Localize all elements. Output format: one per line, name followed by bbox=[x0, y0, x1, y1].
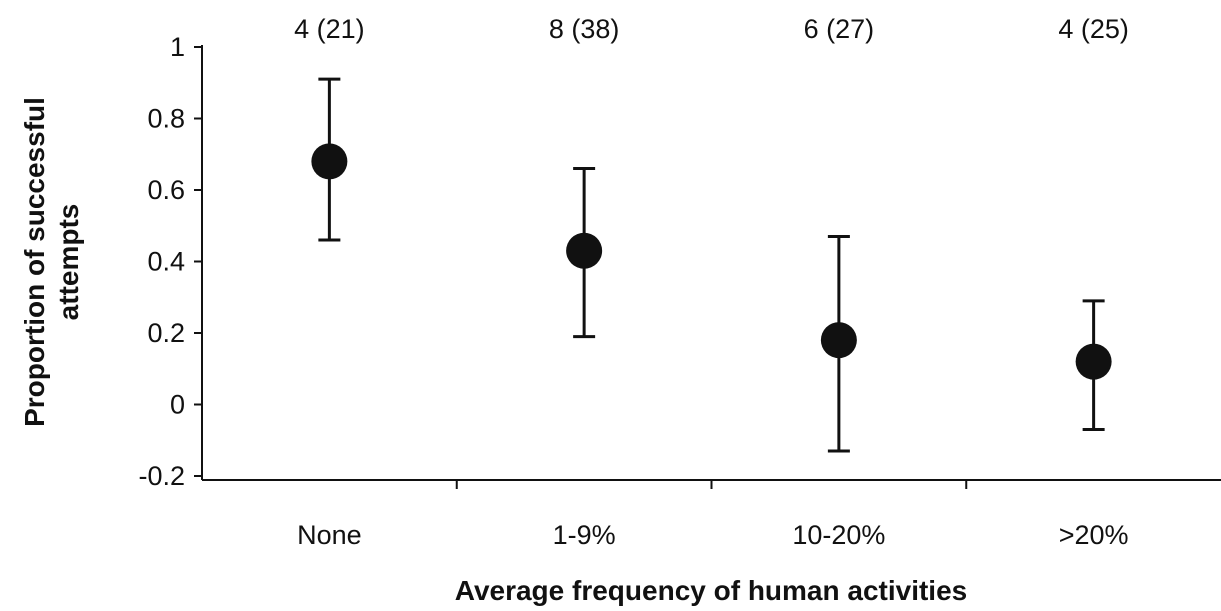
data-point bbox=[820, 322, 857, 359]
y-axis-title-line-1: Proportion of successful bbox=[19, 97, 50, 427]
y-axis: -0.2 0 0.2 0.4 0.6 0.8 1 bbox=[138, 32, 203, 491]
y-axis-title-line-2: attempts bbox=[53, 204, 84, 321]
category-label: 1-9% bbox=[553, 520, 616, 550]
category-labels: None 1-9% 10-20% >20% bbox=[297, 520, 1128, 550]
y-tick-label: 0.8 bbox=[147, 104, 185, 134]
sample-size-label: 4 (25) bbox=[1058, 14, 1129, 44]
sample-size-label: 8 (38) bbox=[549, 14, 620, 44]
y-tick-label: 1 bbox=[170, 32, 185, 62]
data-point bbox=[566, 232, 603, 269]
category-label: 10-20% bbox=[792, 520, 885, 550]
data-point bbox=[311, 143, 348, 180]
y-tick-label: 0.6 bbox=[147, 175, 185, 205]
x-axis-title: Average frequency of human activities bbox=[455, 575, 967, 606]
category-label: None bbox=[297, 520, 362, 550]
sample-size-label: 6 (27) bbox=[804, 14, 875, 44]
y-tick-label: 0 bbox=[170, 390, 185, 420]
y-tick-label: -0.2 bbox=[138, 461, 185, 491]
y-ticks: -0.2 0 0.2 0.4 0.6 0.8 1 bbox=[138, 32, 202, 491]
sample-size-labels: 4 (21) 8 (38) 6 (27) 4 (25) bbox=[294, 14, 1129, 44]
error-bars bbox=[318, 77, 1105, 453]
sample-size-label: 4 (21) bbox=[294, 14, 365, 44]
y-tick-label: 0.4 bbox=[147, 247, 185, 277]
data-point bbox=[1075, 343, 1112, 380]
category-label: >20% bbox=[1059, 520, 1129, 550]
data-points bbox=[311, 143, 1112, 380]
y-tick-label: 0.2 bbox=[147, 318, 185, 348]
y-axis-title: Proportion of successful attempts bbox=[19, 97, 84, 427]
x-ticks bbox=[455, 480, 968, 489]
x-axis bbox=[202, 479, 1221, 489]
